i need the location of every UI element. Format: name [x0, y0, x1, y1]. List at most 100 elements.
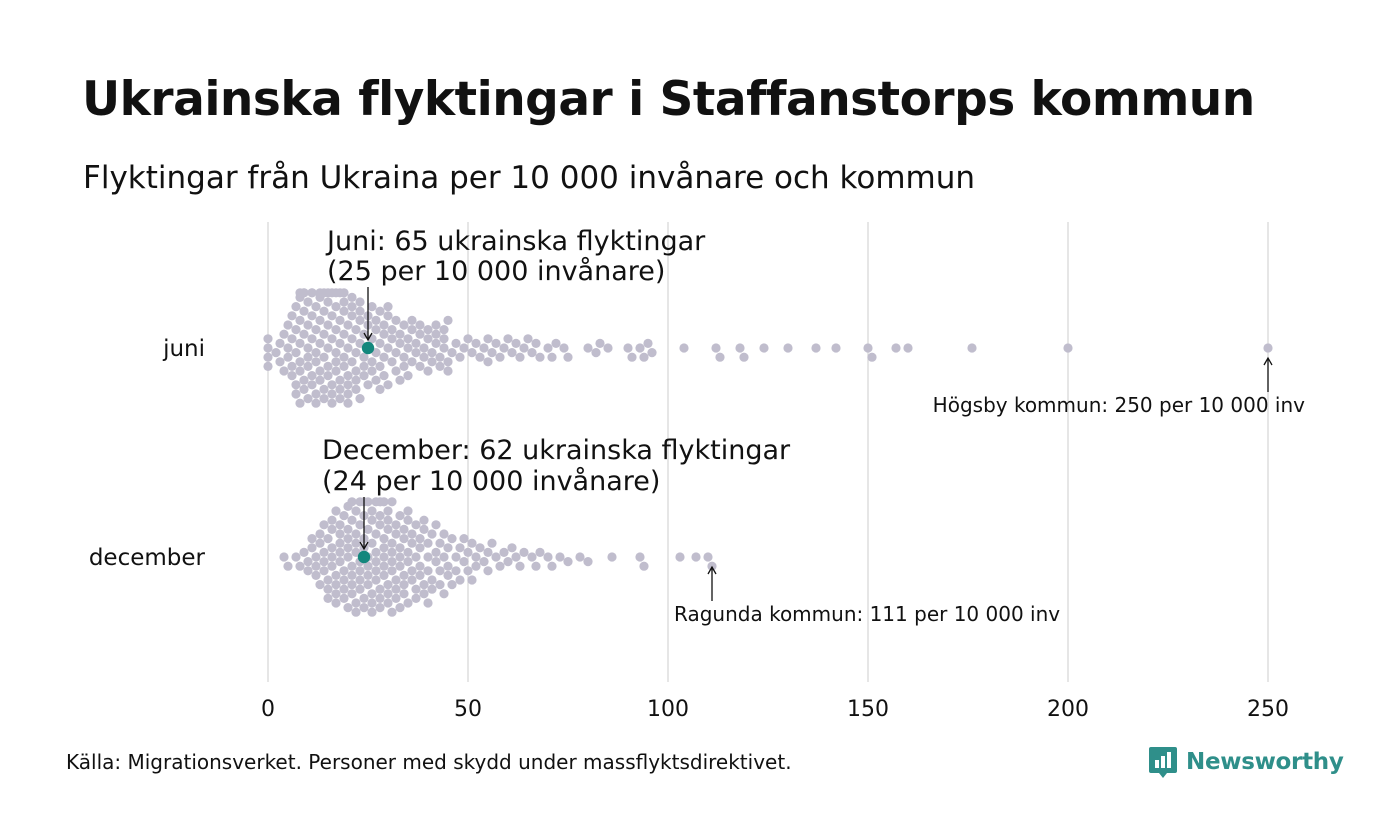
data-point [387, 538, 397, 548]
data-point [355, 566, 365, 576]
data-point [403, 547, 413, 558]
data-point [343, 320, 353, 330]
data-point [327, 380, 337, 390]
data-point [327, 334, 337, 344]
data-point [423, 598, 433, 608]
data-point [463, 566, 473, 576]
source-note: Källa: Migrationsverket. Personer med sk… [66, 750, 792, 774]
data-point [811, 343, 821, 353]
data-point [479, 557, 489, 567]
data-point [327, 398, 337, 408]
data-point [547, 561, 557, 571]
category-labels: juni december [89, 336, 206, 571]
data-point [335, 557, 345, 567]
data-point [499, 547, 509, 558]
data-point [355, 297, 365, 307]
data-point [307, 380, 317, 390]
chart-subtitle: Flyktingar från Ukraina per 10 000 invån… [83, 160, 976, 196]
data-point [471, 552, 481, 562]
data-point [507, 348, 517, 358]
data-point [435, 352, 445, 362]
data-point [491, 338, 501, 348]
highlight-label-line2: (25 per 10 000 invånare) [327, 256, 665, 287]
data-point [383, 343, 393, 353]
data-point [383, 311, 393, 321]
data-point [435, 538, 445, 548]
data-point [519, 343, 529, 353]
data-point [263, 334, 273, 344]
data-point [455, 352, 465, 362]
data-point [403, 557, 413, 567]
data-point [523, 334, 533, 344]
data-point [271, 348, 281, 358]
data-point [343, 534, 353, 544]
data-point [431, 547, 441, 558]
data-point [307, 371, 317, 381]
data-point [391, 348, 401, 358]
data-point [351, 538, 361, 548]
data-point [583, 343, 593, 353]
data-point [359, 352, 369, 362]
data-point [367, 366, 377, 376]
data-point [447, 580, 457, 590]
data-point [583, 557, 593, 567]
data-point [411, 552, 421, 562]
data-point [327, 552, 337, 562]
data-point [403, 334, 413, 344]
data-point [339, 510, 349, 521]
data-point [343, 543, 353, 553]
data-point [863, 343, 873, 353]
data-point [319, 547, 329, 558]
data-point [403, 506, 413, 516]
data-point [379, 552, 389, 562]
data-point [551, 338, 561, 348]
data-point [503, 334, 513, 344]
data-point [359, 371, 369, 381]
data-point [443, 357, 453, 367]
annotation-arrow [707, 565, 717, 601]
data-point [387, 325, 397, 335]
data-point [343, 389, 353, 399]
data-point [311, 561, 321, 571]
data-point [287, 311, 297, 321]
data-point [299, 547, 309, 558]
data-point [363, 570, 373, 581]
data-point [439, 334, 449, 344]
data-point [607, 552, 617, 562]
data-point [339, 329, 349, 339]
data-point [455, 543, 465, 553]
data-point [519, 547, 529, 558]
data-point [455, 575, 465, 585]
data-point [375, 306, 385, 316]
data-point [407, 538, 417, 548]
category-label: december [89, 545, 206, 571]
data-point [503, 557, 513, 567]
data-point [327, 515, 337, 525]
data-point [279, 366, 289, 376]
x-axis-tick-labels: 0 50 100 150 200 250 [261, 697, 1289, 722]
annotation-arrow [1263, 356, 1273, 392]
data-point [691, 552, 701, 562]
data-point [323, 534, 333, 544]
data-point [439, 589, 449, 599]
data-point [367, 357, 377, 367]
data-point [315, 315, 325, 325]
data-point [439, 552, 449, 562]
data-point [407, 315, 417, 325]
data-point [395, 375, 405, 385]
data-point [603, 343, 613, 353]
data-point [387, 547, 397, 558]
data-point [483, 547, 493, 558]
data-point [415, 561, 425, 571]
data-point [375, 361, 385, 371]
data-point [371, 547, 381, 558]
data-point [431, 338, 441, 348]
data-point [395, 552, 405, 562]
data-point [343, 371, 353, 381]
data-point [351, 375, 361, 385]
data-point [303, 557, 313, 567]
data-point [311, 570, 321, 581]
data-point [307, 543, 317, 553]
data-point [395, 329, 405, 339]
data-point [319, 566, 329, 576]
